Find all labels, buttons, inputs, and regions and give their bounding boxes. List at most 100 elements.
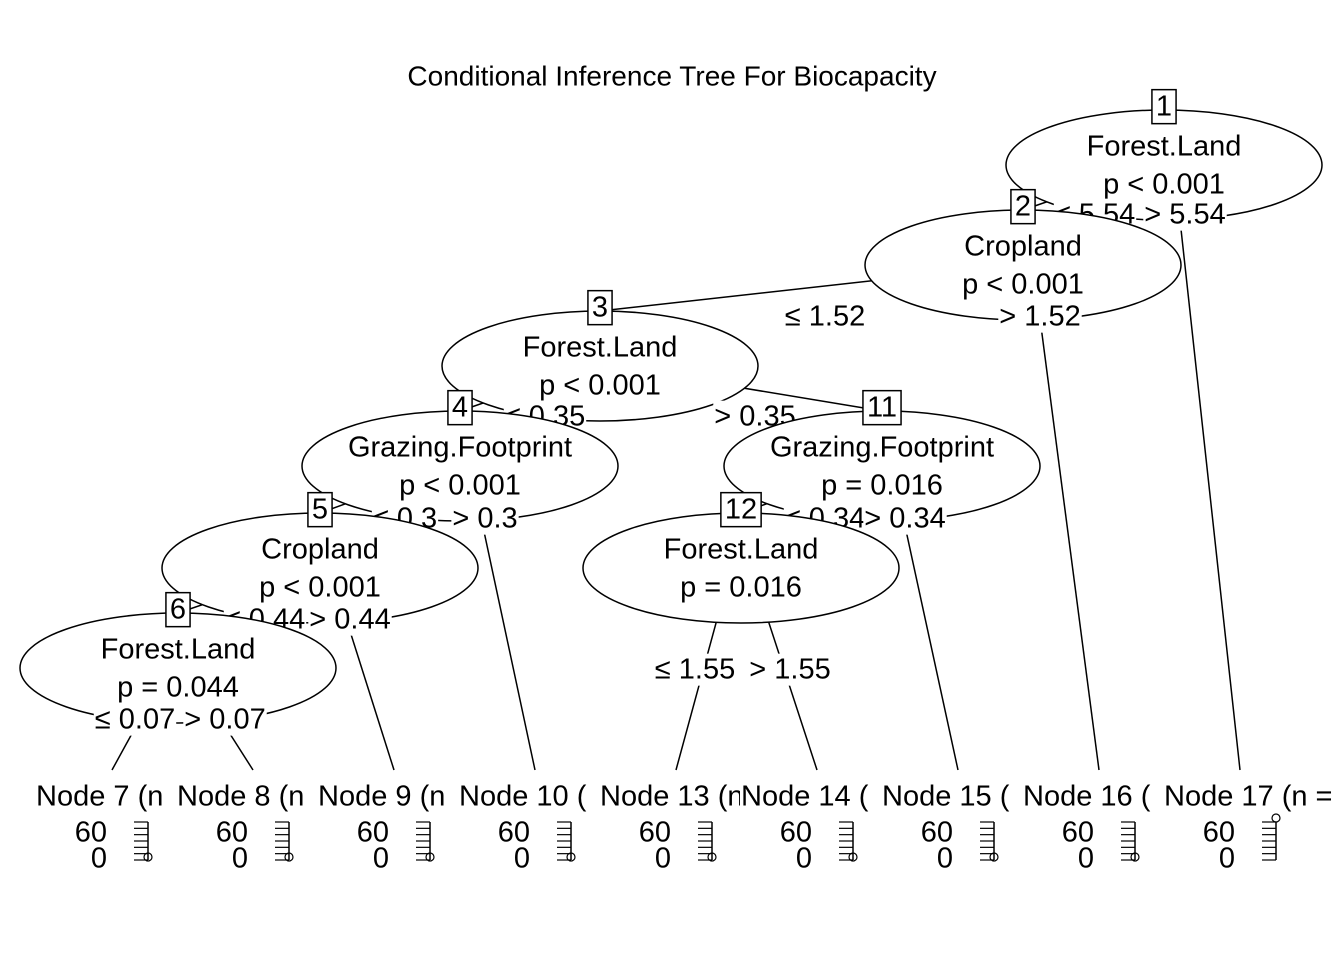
node-variable: Forest.Land: [664, 534, 819, 566]
edge-label: ≤ 1.52: [785, 301, 865, 333]
outlier: [143, 852, 153, 862]
node-id: 11: [867, 392, 897, 424]
outlier: [566, 852, 576, 862]
node-id: 1: [1156, 91, 1172, 123]
terminal-label-bg: [1163, 780, 1334, 813]
axis-label: 60: [1062, 817, 1094, 849]
axis-label: 0: [1219, 843, 1235, 875]
edge-label: > 0.44: [309, 604, 390, 636]
axis-label: 0: [232, 843, 248, 875]
axis-label: 60: [921, 817, 953, 849]
title: Conditional Inference Tree For Biocapaci…: [407, 60, 936, 91]
node-id: 5: [312, 494, 328, 526]
outlier: [284, 852, 294, 862]
outlier: [1130, 852, 1140, 862]
edge-label-bg: [653, 653, 737, 686]
edge-label-bg: [748, 653, 832, 686]
axis-label: 60: [780, 817, 812, 849]
node-ellipse: [582, 512, 900, 624]
edge-label-bg: [451, 502, 519, 535]
outlier: [848, 852, 858, 862]
node-p-value: p < 0.001: [259, 572, 381, 604]
node-id-bg: [720, 491, 762, 528]
outlier: [425, 852, 435, 862]
node-id-bg: [1010, 188, 1036, 225]
node-p-value: p = 0.016: [680, 572, 802, 604]
axis-label: 0: [514, 843, 530, 875]
terminal-label: Node 8 (n: [177, 781, 304, 813]
edge-label-bg: [863, 502, 947, 535]
axis-label: 60: [1203, 817, 1235, 849]
edge-label-bg: [1143, 198, 1227, 231]
outlier: [989, 852, 999, 862]
terminal-label-bg: [740, 780, 870, 813]
node-variable: Forest.Land: [523, 332, 678, 364]
outlier: [1271, 813, 1281, 823]
node-p-value: p < 0.001: [962, 269, 1084, 301]
edge-label-bg: [183, 703, 267, 736]
node-id-bg: [165, 591, 191, 628]
edge-label: > 1.52: [999, 301, 1080, 333]
axis-label: 60: [357, 817, 389, 849]
node-variable: Forest.Land: [101, 634, 256, 666]
terminal-label-bg: [1022, 780, 1152, 813]
node-id: 4: [452, 392, 468, 424]
node-variable: Grazing.Footprint: [770, 432, 994, 464]
node-p-value: p = 0.016: [821, 470, 943, 502]
terminal-label: Node 15 (: [882, 781, 1010, 813]
node-p-value: p < 0.001: [539, 370, 661, 402]
axis-label: 60: [216, 817, 248, 849]
node-id-bg: [587, 289, 613, 326]
axis-label: 0: [1078, 843, 1094, 875]
edge-label: > 5.54: [1144, 199, 1225, 231]
node-p-value: p < 0.001: [1103, 169, 1225, 201]
node-variable: Forest.Land: [1087, 131, 1242, 163]
axis-label: 0: [796, 843, 812, 875]
node-variable: Cropland: [261, 534, 379, 566]
node-variable: Cropland: [964, 231, 1082, 263]
edge-label: > 0.07: [184, 704, 265, 736]
edge-label-bg: [308, 603, 392, 636]
axis-label: 60: [75, 817, 107, 849]
edge-label: > 0.34: [864, 503, 945, 535]
node-id-bg: [862, 389, 902, 426]
terminal-label: Node 10 (: [459, 781, 587, 813]
edge-label: > 0.3: [452, 503, 517, 535]
terminal-label: Node 9 (n: [318, 781, 445, 813]
axis-label: 0: [373, 843, 389, 875]
node-id-bg: [1151, 88, 1177, 125]
node-id: 2: [1015, 191, 1031, 223]
terminal-label-bg: [599, 780, 745, 813]
axis-label: 0: [655, 843, 671, 875]
edge: [1173, 164, 1241, 771]
terminal-label: Node 17 (n =: [1164, 781, 1332, 813]
outlier: [707, 852, 717, 862]
terminal-label: Node 13 (n: [600, 781, 744, 813]
node-id: 12: [725, 494, 757, 526]
edge-label: > 1.55: [749, 654, 830, 686]
node-ellipse: [19, 612, 337, 724]
terminal-label-bg: [881, 780, 1011, 813]
node-p-value: p < 0.001: [399, 470, 521, 502]
edge-label: ≤ 1.55: [655, 654, 735, 686]
edge-label-bg: [783, 300, 867, 333]
edge: [1032, 264, 1100, 771]
node-variable: Grazing.Footprint: [348, 432, 572, 464]
edge-label-bg: [998, 300, 1082, 333]
edge-label: ≤ 0.07: [95, 704, 175, 736]
axis-label: 60: [639, 817, 671, 849]
terminal-label: Node 16 (: [1023, 781, 1151, 813]
node-id-bg: [447, 389, 473, 426]
axis-label: 0: [91, 843, 107, 875]
edge-label-bg: [93, 703, 177, 736]
terminal-label-bg: [35, 780, 165, 813]
terminal-label-bg: [458, 780, 588, 813]
node-id-bg: [307, 491, 333, 528]
terminal-label: Node 14 (: [741, 781, 869, 813]
node-id: 6: [170, 594, 186, 626]
node-ellipse: [441, 310, 759, 422]
axis-label: 0: [937, 843, 953, 875]
axis-label: 60: [498, 817, 530, 849]
node-p-value: p = 0.044: [117, 672, 239, 704]
